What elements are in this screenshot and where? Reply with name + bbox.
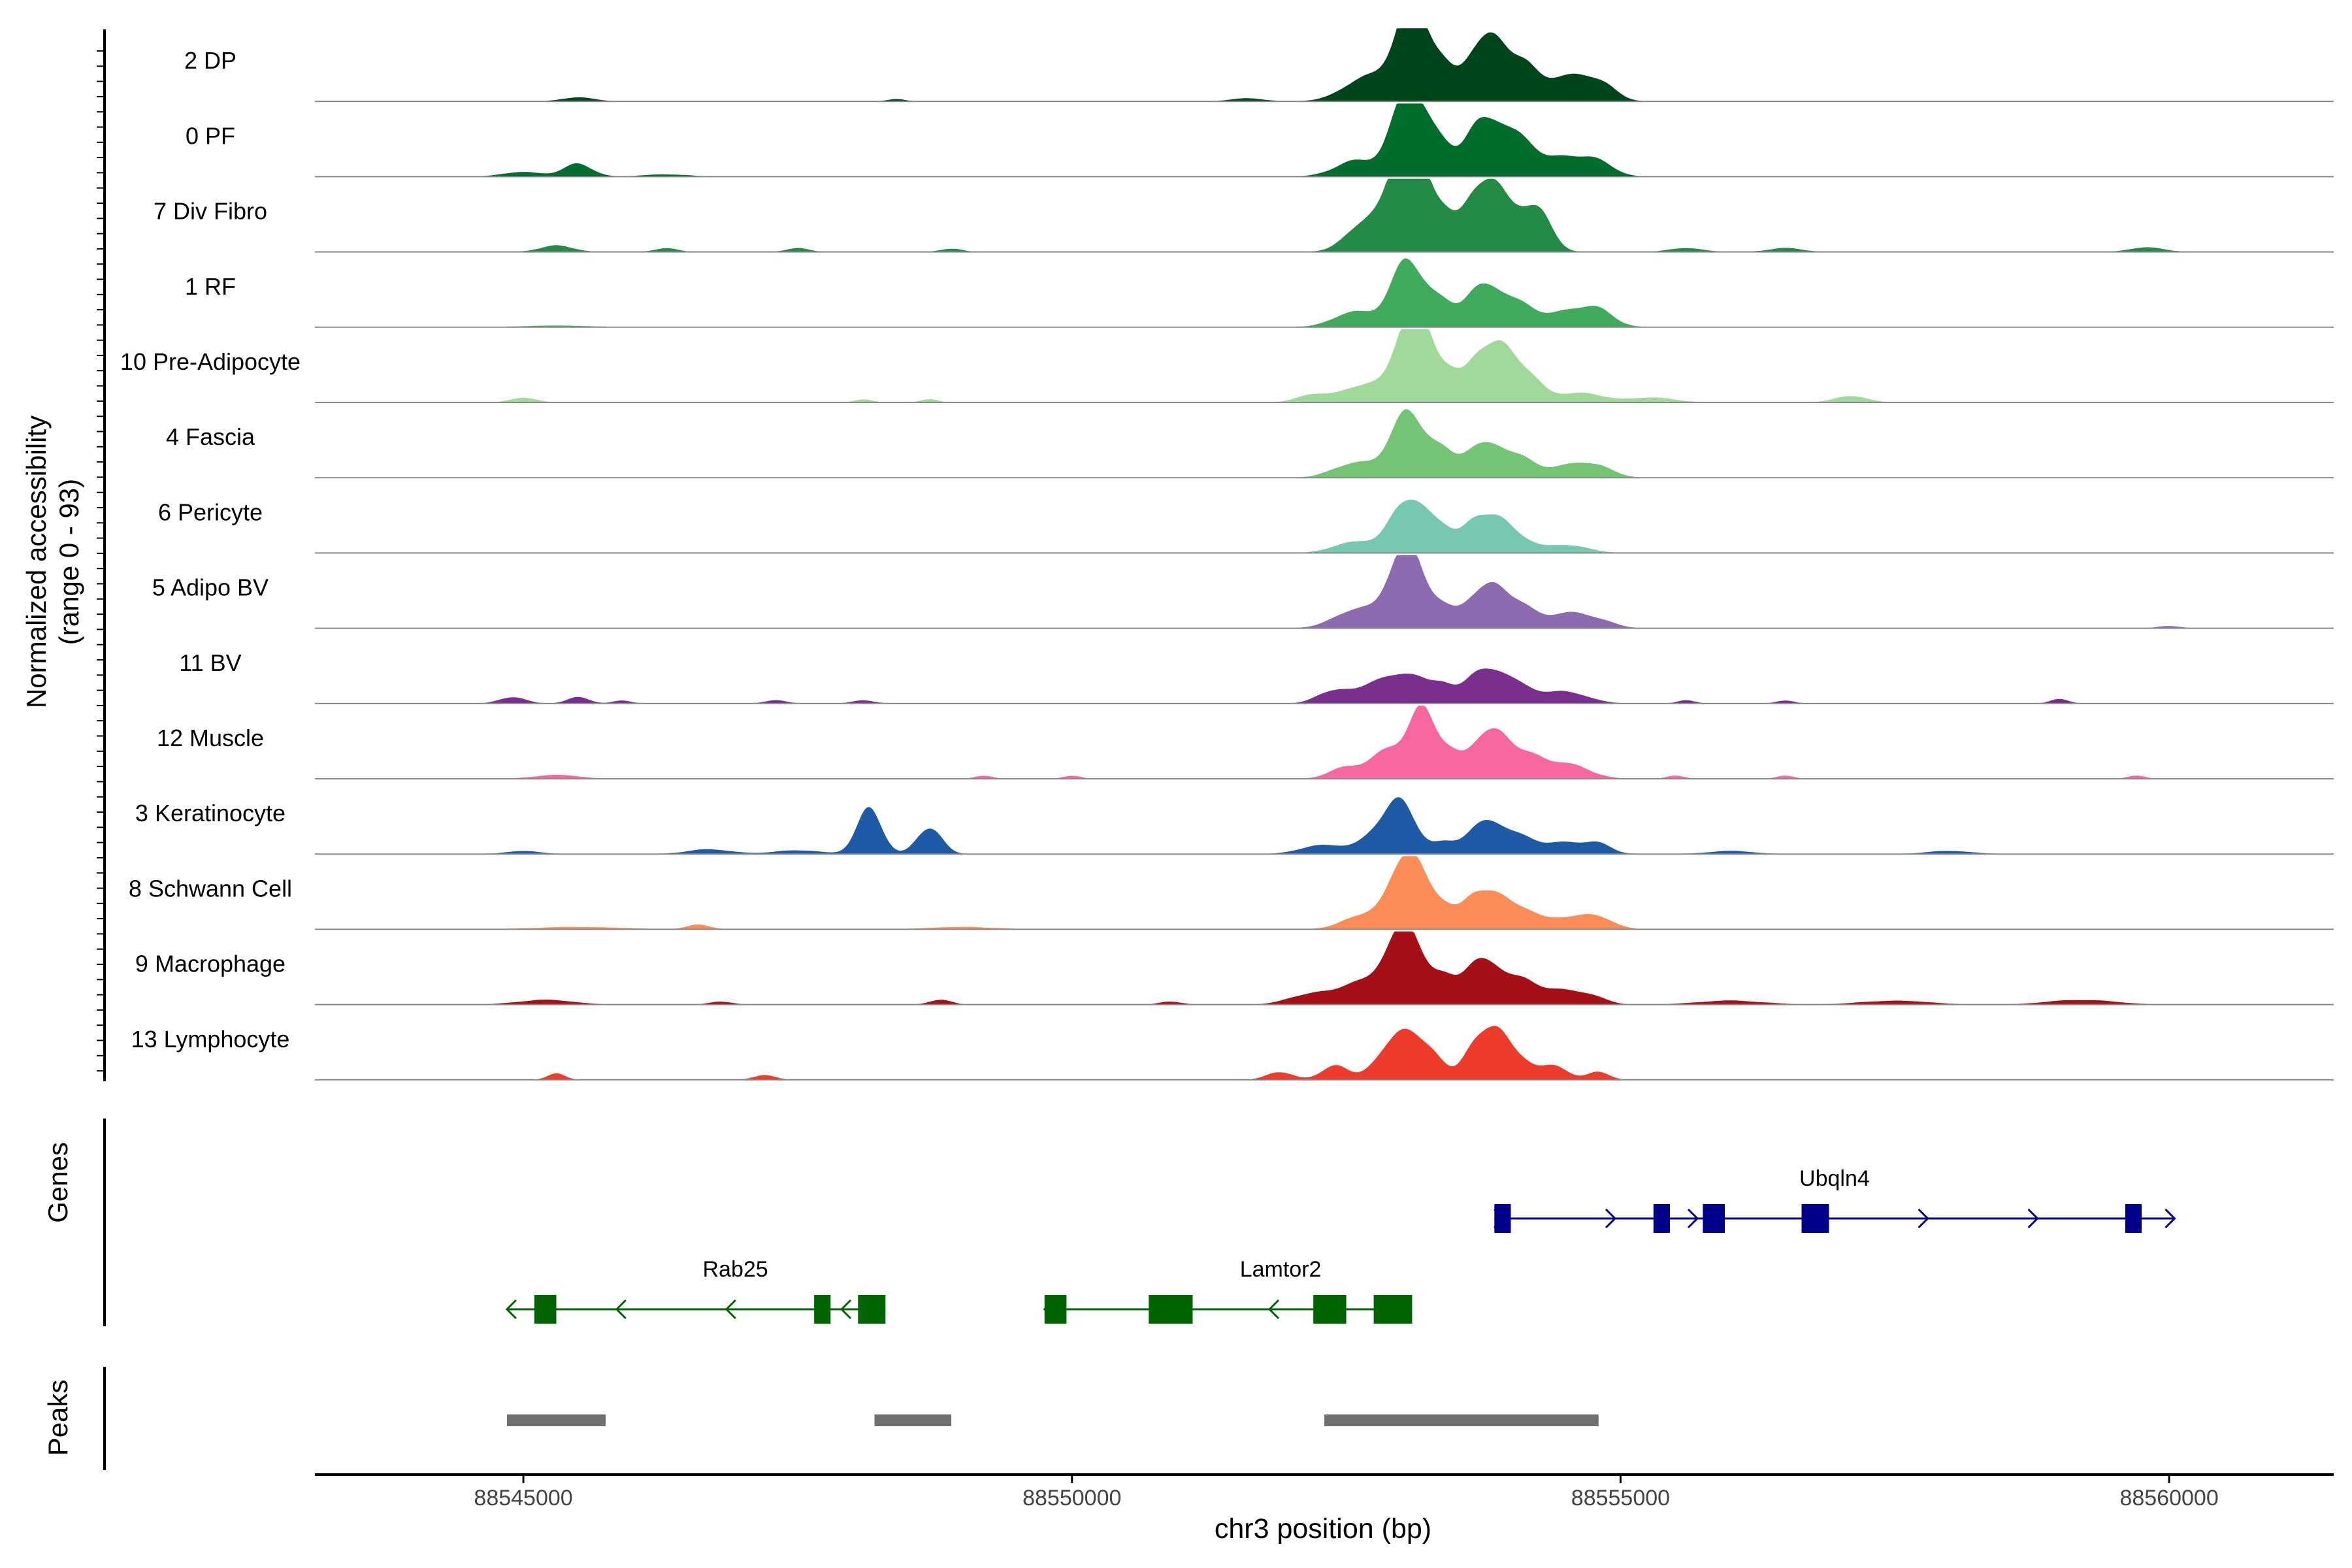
exon (2125, 1204, 2142, 1233)
track-4: 1 RF (185, 258, 2334, 328)
exon (1653, 1204, 1670, 1233)
track-label: 0 PF (186, 122, 235, 149)
gene-end-arrow (505, 1299, 517, 1320)
gene-end-arrow (2164, 1208, 2176, 1229)
track-11: 3 Keratinocyte (135, 797, 2334, 855)
exon (1801, 1204, 1829, 1233)
track-14: 13 Lymphocyte (131, 1026, 2334, 1081)
y-axis-title-line2: (range 0 - 93) (54, 479, 84, 645)
strand-arrow (1918, 1208, 1929, 1229)
coverage-tracks: 2 DP 0 PF 7 Div Fibro 1 RF 10 Pre-Adipocyte 4… (120, 28, 2334, 1081)
gene-label: Ubqln4 (1799, 1166, 1870, 1191)
track-6: 4 Fascia (166, 409, 2334, 479)
exon (534, 1295, 557, 1324)
track-label: 7 Div Fibro (154, 198, 267, 225)
strand-arrow (1605, 1208, 1617, 1229)
track-label: 3 Keratinocyte (135, 800, 286, 826)
x-axis: 88545000 88550000 88555000 88560000 (315, 1473, 2334, 1511)
track-8: 5 Adipo BV (152, 555, 2334, 629)
exon (1373, 1295, 1413, 1324)
peaks-panel-label: Peaks (42, 1380, 73, 1456)
genes-panel: Ubqln4 Rab25 Lamtor2 (505, 1166, 2176, 1324)
track-5: 10 Pre-Adipocyte (120, 329, 2334, 403)
gene-ubqln4: Ubqln4 (1494, 1166, 2176, 1233)
peaks-panel (506, 1414, 1599, 1426)
gene-lamtor2: Lamtor2 (1043, 1257, 1413, 1324)
track-label: 9 Macrophage (135, 951, 286, 977)
track-9: 11 BV (179, 649, 2334, 704)
peak-region (506, 1414, 606, 1426)
strand-arrow (725, 1299, 736, 1320)
track-label: 8 Schwann Cell (129, 875, 292, 902)
y-axis-title-line1: Normalized accessibility (21, 416, 52, 708)
exon (1703, 1204, 1725, 1233)
strand-arrow (2027, 1208, 2039, 1229)
genes-panel-label: Genes (42, 1142, 73, 1223)
strand-arrow (1267, 1299, 1280, 1320)
x-tick-label: 88560000 (2119, 1486, 2218, 1511)
track-label: 1 RF (185, 273, 236, 300)
track-label: 10 Pre-Adipocyte (120, 348, 301, 375)
track-label: 4 Fascia (166, 423, 255, 450)
exon (1044, 1295, 1067, 1324)
track-label: 13 Lymphocyte (131, 1026, 290, 1053)
track-label: 6 Pericyte (158, 498, 263, 525)
x-tick-label: 88555000 (1571, 1486, 1670, 1511)
track-3: 7 Div Fibro (154, 178, 2334, 253)
gene-label: Lamtor2 (1240, 1257, 1322, 1282)
track-7: 6 Pericyte (158, 498, 2334, 554)
exon (814, 1295, 831, 1324)
track-label: 2 DP (184, 47, 237, 74)
track-13: 9 Macrophage (135, 931, 2334, 1005)
track-2: 0 PF (186, 103, 2334, 178)
exon (1494, 1204, 1511, 1233)
track-12: 8 Schwann Cell (129, 856, 2334, 930)
exon (858, 1295, 886, 1324)
peak-region (874, 1414, 952, 1426)
track-10: 12 Muscle (157, 706, 2334, 779)
exon (1313, 1295, 1347, 1324)
strand-arrow (840, 1299, 852, 1320)
x-tick-label: 88550000 (1022, 1486, 1121, 1511)
coverage-area (315, 668, 2334, 704)
gene-rab25: Rab25 (505, 1257, 886, 1324)
peak-region (1324, 1414, 1599, 1426)
track-label: 11 BV (179, 649, 241, 676)
strand-arrow (1687, 1208, 1699, 1229)
y-axis (97, 29, 106, 1470)
exon (1149, 1295, 1193, 1324)
track-1: 2 DP (184, 28, 2334, 103)
x-tick-label: 88545000 (474, 1486, 572, 1511)
track-label: 5 Adipo BV (152, 574, 269, 601)
gene-label: Rab25 (702, 1257, 768, 1282)
x-axis-title: chr3 position (bp) (1215, 1513, 1431, 1544)
strand-arrow (615, 1299, 627, 1320)
track-label: 12 Muscle (157, 725, 264, 751)
